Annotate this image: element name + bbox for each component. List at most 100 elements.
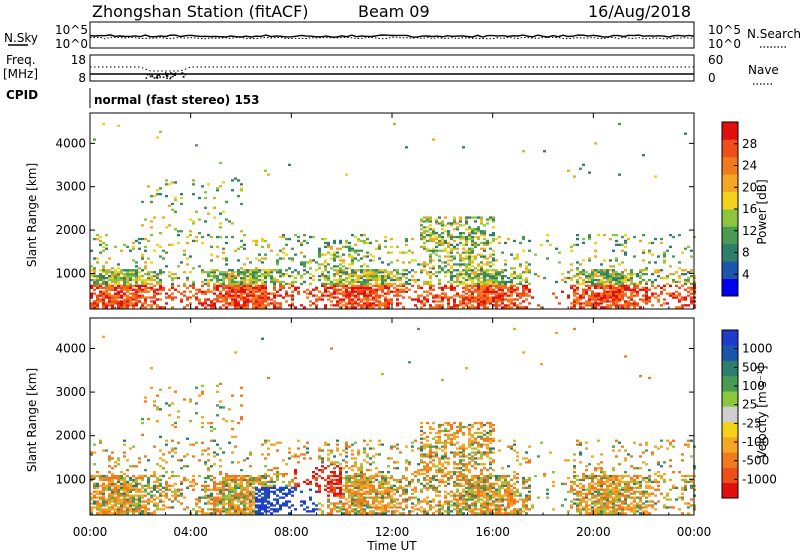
power-cell xyxy=(639,280,642,284)
power-cell xyxy=(249,282,252,286)
power-cell xyxy=(156,189,159,192)
velocity-cell xyxy=(447,433,450,436)
velocity-cell xyxy=(411,445,414,448)
power-cell xyxy=(363,286,366,289)
power-cell xyxy=(609,280,612,284)
velocity-cell xyxy=(159,494,162,497)
power-cell xyxy=(195,239,198,243)
velocity-cell xyxy=(213,439,216,442)
power-cell xyxy=(390,271,393,274)
velocity-cell xyxy=(381,480,384,484)
velocity-cell xyxy=(228,508,231,511)
power-cell xyxy=(447,269,450,272)
power-cell xyxy=(513,284,516,287)
power-cell xyxy=(483,263,486,266)
velocity-cell xyxy=(408,498,411,501)
power-cell xyxy=(480,280,483,284)
velocity-cell xyxy=(369,478,372,482)
velocity-cell xyxy=(369,480,372,484)
power-cell xyxy=(591,273,594,276)
power-cell xyxy=(447,222,450,225)
velocity-cell xyxy=(381,494,384,497)
velocity-cell xyxy=(246,482,249,485)
power-cell xyxy=(630,296,633,299)
velocity-cell xyxy=(381,496,384,499)
power-cell xyxy=(177,265,180,268)
power-cell xyxy=(453,220,456,223)
velocity-cell xyxy=(414,439,417,442)
power-cell xyxy=(117,300,120,303)
velocity-cell xyxy=(354,486,357,489)
velocity-cell xyxy=(339,510,342,513)
power-cell xyxy=(231,280,234,284)
power-cell xyxy=(246,271,249,274)
power-cell xyxy=(243,306,246,309)
power-cell xyxy=(459,235,462,239)
power-cell xyxy=(384,302,387,305)
velocity-cell xyxy=(249,508,252,511)
power-cell xyxy=(198,232,201,235)
velocity-cell xyxy=(249,476,252,480)
power-cell xyxy=(612,284,615,287)
power-cell xyxy=(267,304,270,307)
power-cell xyxy=(264,290,267,293)
power-cell xyxy=(222,273,225,276)
power-cell xyxy=(150,296,153,299)
velocity-cell xyxy=(441,465,444,468)
power-cell xyxy=(108,282,111,286)
velocity-cell xyxy=(210,494,213,497)
power-cell xyxy=(330,294,333,297)
power-cell xyxy=(567,271,570,274)
power-cell xyxy=(627,300,630,303)
power-cell xyxy=(495,273,498,276)
power-cell xyxy=(90,292,93,295)
velocity-cell xyxy=(282,496,285,499)
velocity-cell xyxy=(219,512,222,515)
power-cell xyxy=(420,228,423,231)
velocity-cell xyxy=(357,492,360,495)
power-cell xyxy=(336,278,339,282)
power-cell xyxy=(423,263,426,266)
power-cell xyxy=(240,267,243,270)
velocity-cell xyxy=(189,443,192,446)
velocity-cell xyxy=(141,504,144,507)
power-cell xyxy=(627,276,630,280)
velocity-cell xyxy=(444,500,447,503)
power-cell xyxy=(144,265,147,268)
power-cell xyxy=(108,269,111,272)
velocity-cell xyxy=(198,500,201,503)
power-cell xyxy=(687,294,690,297)
power-cell xyxy=(222,298,225,301)
velocity-cell xyxy=(345,443,348,446)
power-cell xyxy=(492,216,495,219)
power-cell xyxy=(369,282,372,286)
power-cell xyxy=(378,296,381,299)
velocity-cell xyxy=(405,498,408,501)
power-cell xyxy=(276,278,279,282)
velocity-cell xyxy=(90,510,93,513)
velocity-cell xyxy=(126,492,129,495)
power-cell xyxy=(231,222,234,225)
velocity-cell xyxy=(417,463,420,466)
power-cell xyxy=(657,300,660,303)
velocity-cell xyxy=(123,488,126,491)
power-cell xyxy=(615,294,618,297)
power-cell xyxy=(486,296,489,299)
power-cell xyxy=(603,282,606,286)
power-cell xyxy=(105,292,108,295)
power-cell xyxy=(309,300,312,303)
velocity-cell xyxy=(366,484,369,487)
velocity-cell xyxy=(285,484,288,487)
power-cell xyxy=(354,235,357,239)
velocity-cell xyxy=(219,382,222,385)
power-cell xyxy=(159,187,162,190)
velocity-cell xyxy=(357,502,360,505)
power-cell xyxy=(243,300,246,303)
power-cell xyxy=(609,237,612,241)
power-cell xyxy=(591,269,594,272)
velocity-cell xyxy=(396,447,399,450)
power-cell xyxy=(135,284,138,287)
power-cell xyxy=(180,292,183,295)
power-cell xyxy=(153,249,156,252)
velocity-cell xyxy=(426,486,429,489)
